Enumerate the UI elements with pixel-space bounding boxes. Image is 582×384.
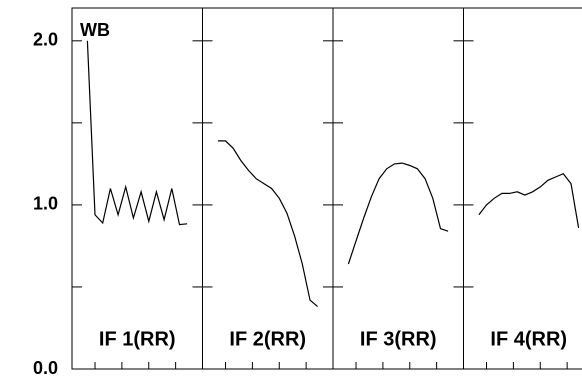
series-line	[478, 172, 580, 229]
panel-frame	[332, 7, 464, 370]
panel-label: IF 4(RR)	[490, 328, 567, 350]
panel-label: IF 2(RR)	[229, 328, 306, 350]
panel-label: IF 3(RR)	[360, 328, 437, 350]
series-line	[217, 140, 318, 308]
series-line	[86, 40, 188, 226]
y-tick-label: 1.0	[33, 194, 58, 214]
panel-frame	[202, 7, 334, 370]
panel-frame	[463, 7, 582, 370]
panel-label: IF 1(RR)	[99, 328, 176, 350]
annotation: WB	[80, 20, 110, 40]
panel-frame	[71, 7, 203, 370]
y-tick-label: 2.0	[33, 30, 58, 50]
series-line	[347, 162, 449, 265]
y-tick-label: 0.0	[33, 358, 58, 378]
